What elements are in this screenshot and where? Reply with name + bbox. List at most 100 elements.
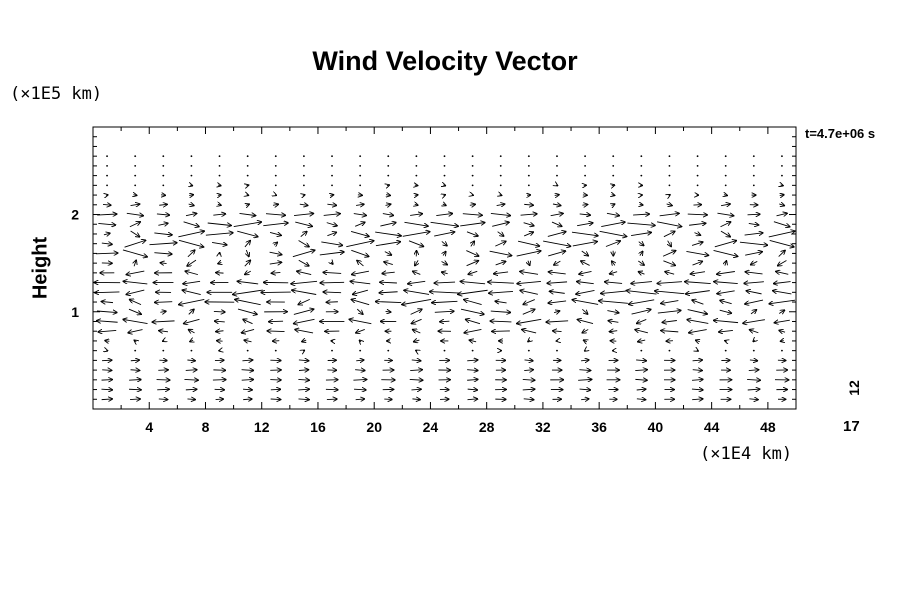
wind-vector (188, 204, 194, 205)
wind-vector (697, 350, 699, 351)
vector-dot (303, 174, 305, 177)
wind-vector (612, 195, 615, 196)
wind-vector (688, 329, 707, 333)
wind-vector (133, 195, 137, 196)
wind-vector (496, 204, 505, 206)
wind-vector (410, 214, 422, 216)
wind-vector (185, 213, 197, 215)
wind-vector (500, 195, 502, 196)
wind-vector (582, 329, 589, 332)
wind-vector (411, 389, 421, 390)
wind-vector (182, 290, 201, 295)
wind-vector (657, 282, 682, 284)
x-tick-label: 44 (704, 419, 720, 435)
vector-dot (274, 155, 277, 158)
vector-dot (162, 164, 165, 167)
vector-dot (134, 349, 137, 352)
wind-vector (467, 399, 478, 400)
wind-vector (293, 309, 314, 315)
wind-vector (188, 309, 194, 315)
wind-vector (689, 223, 706, 225)
wind-vector (237, 308, 257, 314)
wind-vector (244, 240, 250, 248)
vector-dot (752, 184, 755, 187)
wind-vector (520, 271, 539, 275)
wind-vector (211, 242, 227, 244)
wind-vector (241, 370, 254, 371)
wind-vector (552, 331, 562, 332)
wind-vector (464, 300, 482, 305)
wind-vector (713, 249, 738, 256)
wind-vector (274, 242, 278, 245)
wind-vector (495, 241, 506, 247)
wind-vector (298, 360, 309, 361)
wind-vector (412, 399, 420, 400)
wind-vector (235, 299, 261, 306)
wind-vector (247, 195, 249, 196)
vector-dot (640, 155, 643, 158)
wind-vector (237, 281, 259, 285)
wind-vector (466, 261, 479, 267)
wind-vector (97, 214, 117, 215)
wind-vector (98, 223, 115, 225)
wind-vector (382, 214, 394, 216)
wind-vector (352, 289, 368, 294)
vector-dot (781, 174, 783, 177)
wind-vector (187, 360, 195, 361)
wind-vector (243, 399, 252, 400)
wind-vector (190, 185, 193, 186)
wind-vector (633, 214, 649, 215)
wind-vector (185, 370, 197, 371)
vector-dot (724, 174, 727, 177)
wind-vector (178, 239, 204, 247)
wind-vector (666, 204, 673, 206)
wind-vector (123, 319, 148, 325)
vector-dot (696, 174, 699, 177)
wind-vector (638, 272, 645, 275)
wind-vector (293, 318, 315, 323)
vector-dot (640, 349, 643, 352)
wind-vector (161, 195, 166, 196)
wind-vector (102, 370, 112, 371)
wind-vector (213, 311, 225, 312)
wind-vector (441, 262, 448, 265)
wind-vector (380, 282, 397, 283)
wind-vector (549, 291, 565, 293)
wind-vector (747, 379, 760, 380)
wind-vector (606, 213, 620, 215)
wind-vector (628, 299, 655, 305)
wind-vector (581, 261, 590, 266)
wind-vector (154, 253, 172, 254)
wind-vector (432, 301, 458, 302)
wind-vector (98, 330, 117, 331)
wind-vector (434, 282, 456, 283)
wind-vector (297, 271, 312, 276)
wind-vector (129, 379, 141, 380)
wind-vector (776, 213, 788, 216)
vector-dot (752, 164, 755, 167)
wind-vector (218, 204, 221, 205)
wind-vector (275, 195, 277, 196)
wind-vector (351, 249, 369, 256)
wind-vector (773, 282, 791, 284)
wind-vector (96, 311, 117, 313)
wind-vector (162, 341, 164, 342)
wind-vector (638, 242, 644, 246)
wind-vector (769, 239, 794, 247)
wind-vector (528, 340, 530, 342)
wind-vector (355, 399, 365, 400)
wind-vector (467, 360, 478, 361)
wind-vector (189, 195, 193, 196)
wind-vector (495, 301, 507, 303)
wind-vector (102, 360, 112, 361)
vector-dot (162, 155, 165, 158)
wind-vector (687, 214, 708, 215)
vector-dot (387, 155, 390, 158)
wind-vector (298, 259, 309, 266)
wind-vector (350, 281, 371, 284)
vector-dot (443, 155, 446, 158)
wind-vector (717, 213, 733, 216)
wind-vector (320, 282, 345, 283)
wind-vector (497, 231, 504, 237)
vector-dot (527, 174, 530, 177)
